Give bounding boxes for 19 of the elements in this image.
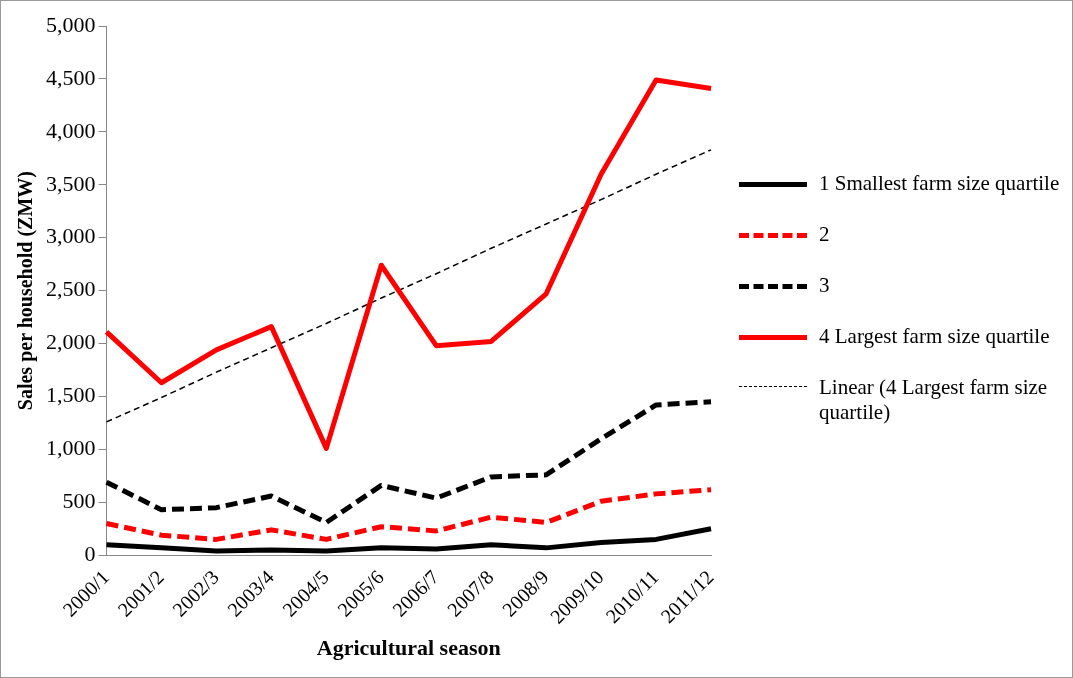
legend-label: 4 Largest farm size quartile	[819, 324, 1050, 349]
y-tick-label: 4,500	[46, 64, 96, 90]
legend-label: Linear (4 Largest farm size quartile)	[819, 375, 1049, 425]
y-tick-label: 1,500	[46, 382, 96, 408]
y-tick-label: 1,000	[46, 435, 96, 461]
y-tick-label: 4,000	[46, 117, 96, 143]
y-axis-title: Sales per household (ZMW)	[14, 171, 38, 411]
y-tick-label: 2,500	[46, 276, 96, 302]
x-axis-title: Agricultural season	[316, 635, 501, 661]
y-tick-label: 500	[62, 488, 96, 514]
y-tick-label: 3,000	[46, 223, 96, 249]
legend-label: 3	[819, 273, 830, 298]
legend-label: 2	[819, 222, 830, 247]
line-series	[105, 149, 712, 423]
y-tick-label: 2,000	[46, 329, 96, 355]
y-tick-label: 0	[84, 541, 96, 567]
y-tick-label: 5,000	[46, 11, 96, 37]
y-tick-label: 3,500	[46, 170, 96, 196]
legend-label: 1 Smallest farm size quartile	[819, 171, 1060, 196]
